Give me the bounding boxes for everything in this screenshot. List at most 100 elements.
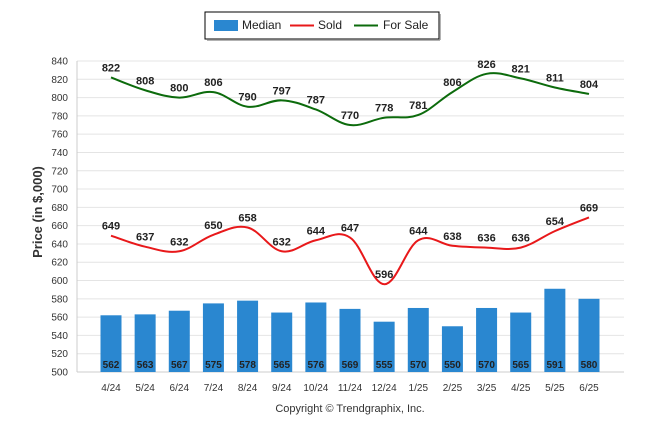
x-tick-label: 5/25 — [545, 383, 565, 394]
grid — [76, 60, 624, 373]
sold-point-label: 658 — [238, 212, 256, 224]
median-bars — [100, 288, 600, 372]
median-bar — [237, 300, 259, 372]
y-tick-label: 740 — [51, 148, 68, 159]
median-bar — [168, 310, 190, 372]
x-tick-label: 2/25 — [443, 383, 463, 394]
sold-point-label: 637 — [136, 232, 154, 244]
median-bar — [578, 298, 600, 372]
point-labels: 649 637 632 650 658 632 644 647 596 644 638 636 636 6… — [102, 59, 599, 281]
median-bar-label: 565 — [512, 360, 529, 371]
y-tick-label: 640 — [51, 239, 68, 250]
x-tick-label: 10/24 — [303, 383, 328, 394]
median-bar-label: 562 — [103, 360, 120, 371]
for-sale-point-label: 800 — [170, 83, 188, 95]
median-bar — [544, 288, 566, 372]
for-sale-point-label: 770 — [341, 110, 359, 122]
for-sale-point-label: 806 — [443, 77, 461, 89]
y-tick-label: 840 — [51, 57, 68, 68]
for-sale-point-label: 790 — [238, 92, 256, 104]
median-bar-label: 591 — [547, 360, 564, 371]
median-bar-label: 575 — [205, 360, 222, 371]
median-bar-label: 563 — [137, 360, 154, 371]
x-tick-label: 8/24 — [238, 383, 258, 394]
median-bar — [510, 312, 532, 372]
for-sale-point-label: 804 — [580, 79, 599, 91]
sold-point-label: 636 — [477, 233, 495, 245]
legend: Median Sold For Sale — [204, 11, 441, 41]
sold-point-label: 649 — [102, 221, 120, 233]
for-sale-point-label: 781 — [409, 100, 427, 112]
median-bar — [202, 303, 224, 372]
sold-point-label: 644 — [307, 225, 326, 237]
sold-point-label: 632 — [273, 236, 291, 248]
sold-line — [110, 216, 590, 286]
median-bar — [373, 321, 395, 372]
median-bar — [441, 326, 463, 372]
median-bar-label: 565 — [273, 360, 290, 371]
y-tick-label: 660 — [51, 221, 68, 232]
sold-point-label: 638 — [443, 231, 461, 243]
x-tick-label: 5/24 — [135, 383, 155, 394]
median-bar-label: 570 — [410, 360, 427, 371]
sold-point-label: 596 — [375, 269, 393, 281]
sold-point-label: 654 — [546, 216, 565, 228]
x-tick-label: 11/24 — [338, 383, 363, 394]
y-tick-label: 680 — [51, 203, 68, 214]
y-axis-title: Price (in $,000) — [30, 166, 45, 258]
for-sale-point-label: 826 — [477, 59, 495, 71]
y-tick-label: 600 — [51, 276, 68, 287]
y-tick-label: 760 — [51, 130, 68, 141]
legend-forsale-label: For Sale — [383, 18, 429, 32]
for-sale-line — [110, 72, 590, 127]
for-sale-point-label: 821 — [512, 63, 530, 75]
x-tick-label: 6/24 — [170, 383, 190, 394]
series-lines — [110, 72, 590, 286]
x-tick-label: 7/24 — [204, 383, 224, 394]
for-sale-point-label: 806 — [204, 77, 222, 89]
median-bar — [134, 314, 156, 372]
x-tick-label: 4/25 — [511, 383, 531, 394]
median-bar — [476, 307, 498, 372]
legend-box — [204, 11, 440, 40]
y-tick-label: 800 — [51, 93, 68, 104]
y-tick-label: 780 — [51, 111, 68, 122]
sold-point-label: 669 — [580, 202, 598, 214]
median-bar — [339, 308, 361, 372]
y-tick-label: 560 — [51, 313, 68, 324]
sold-point-label: 636 — [512, 233, 530, 245]
x-tick-label: 3/25 — [477, 383, 497, 394]
median-bar-label: 578 — [239, 360, 256, 371]
median-bar — [407, 307, 429, 372]
legend-median-swatch — [214, 20, 238, 31]
median-bar — [305, 302, 327, 372]
for-sale-point-label: 797 — [273, 85, 291, 97]
sold-point-label: 632 — [170, 236, 188, 248]
sold-point-label: 644 — [409, 225, 428, 237]
x-tick-label: 9/24 — [272, 383, 292, 394]
copyright-text: Copyright © Trendgraphix, Inc. — [275, 403, 424, 415]
y-tick-label: 720 — [51, 166, 68, 177]
for-sale-point-label: 811 — [546, 73, 564, 85]
for-sale-point-label: 808 — [136, 75, 154, 87]
median-bar-label: 570 — [478, 360, 495, 371]
sold-point-label: 650 — [204, 220, 222, 232]
y-tick-label: 700 — [51, 185, 68, 196]
median-bar-label: 569 — [342, 360, 359, 371]
median-bar — [271, 312, 293, 372]
y-tick-label: 500 — [51, 368, 68, 379]
sold-point-label: 647 — [341, 223, 359, 235]
y-tick-label: 620 — [51, 258, 68, 269]
for-sale-point-label: 822 — [102, 62, 120, 74]
median-bar-label: 567 — [171, 360, 188, 371]
x-tick-label: 4/24 — [101, 383, 121, 394]
median-bar-labels: 562 563 567 575 578 565 576 569 555 570 550 570 565 5… — [103, 360, 598, 371]
y-axis-ticks: 500 520 540 560 580 600 620 640 660 680 700 720 740 7… — [51, 57, 68, 379]
y-tick-label: 820 — [51, 75, 68, 86]
median-bar-label: 550 — [444, 360, 461, 371]
x-tick-label: 12/24 — [372, 383, 397, 394]
legend-sold-label: Sold — [318, 18, 342, 32]
x-tick-label: 6/25 — [579, 383, 599, 394]
median-bar-label: 576 — [308, 360, 325, 371]
